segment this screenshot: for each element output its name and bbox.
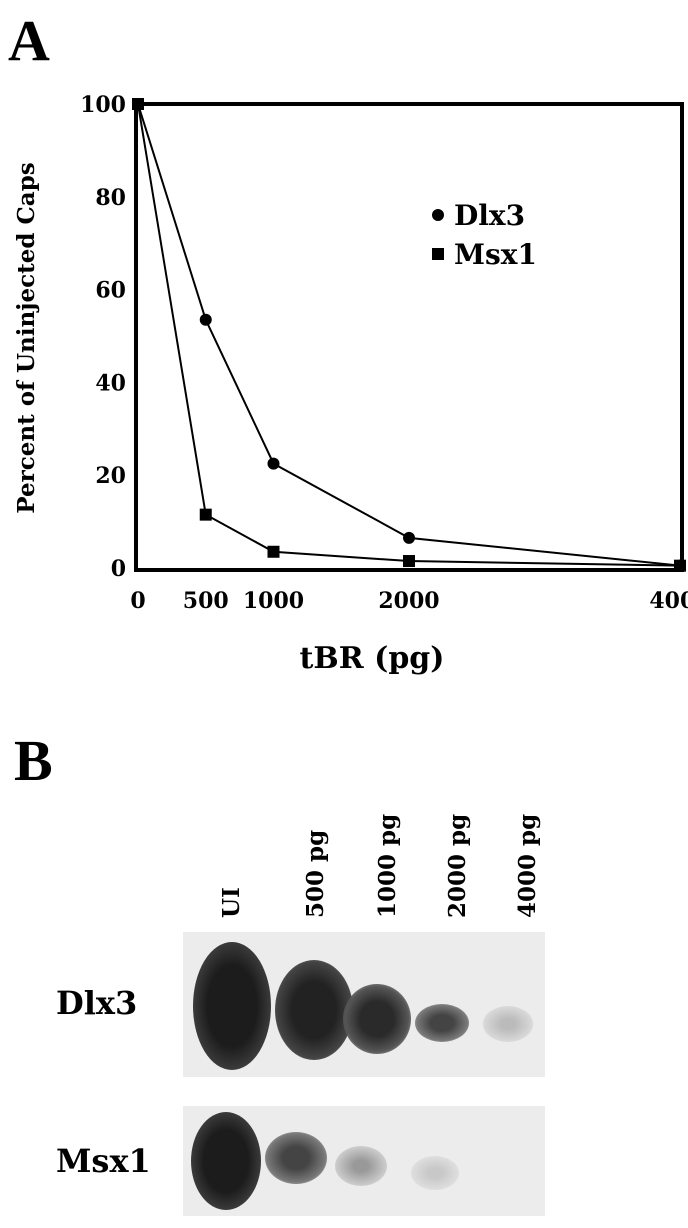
data-point xyxy=(199,508,212,521)
x-tick-label: 500 xyxy=(183,588,229,614)
series-line xyxy=(137,103,681,567)
blot-strip-dlx3 xyxy=(183,932,545,1077)
band xyxy=(343,984,411,1054)
x-tick-label: 2000 xyxy=(378,588,439,614)
panel-b-label: B xyxy=(14,728,53,793)
legend-marker xyxy=(432,209,444,221)
x-tick-label: 0 xyxy=(130,588,145,614)
y-tick-label: 20 xyxy=(95,463,126,489)
legend-marker xyxy=(432,248,444,260)
line-chart: 0 20 40 60 80 100 0 500 1000 2000 4000 Dlx3 Msx1 P… xyxy=(13,92,688,676)
data-point xyxy=(132,98,144,110)
legend-item: Msx1 xyxy=(432,238,537,271)
y-axis-label: Percent of Uninjected Caps xyxy=(13,162,40,513)
y-tick-label: 100 xyxy=(80,92,126,118)
lane-label: 1000 pg xyxy=(374,813,401,918)
y-tick-label: 80 xyxy=(95,185,126,211)
series-line xyxy=(137,103,681,567)
lane-label: 4000 pg xyxy=(514,813,541,918)
blot-row-label: Dlx3 xyxy=(56,984,138,1022)
band xyxy=(275,960,353,1060)
series-msx1 xyxy=(132,98,686,572)
band xyxy=(193,942,271,1070)
x-tick-label: 1000 xyxy=(243,588,304,614)
legend-item: Dlx3 xyxy=(432,199,525,232)
legend-label: Msx1 xyxy=(454,238,537,271)
band xyxy=(411,1156,459,1190)
blot-strip-msx1 xyxy=(183,1106,545,1216)
band xyxy=(265,1132,327,1184)
series-dlx3 xyxy=(132,98,686,572)
lane-label: 2000 pg xyxy=(444,813,471,918)
band xyxy=(483,1006,533,1042)
band xyxy=(335,1146,387,1186)
legend-label: Dlx3 xyxy=(454,199,525,232)
data-point xyxy=(267,545,280,558)
data-point xyxy=(403,555,415,568)
x-tick-label: 4000 xyxy=(649,588,688,614)
data-point xyxy=(403,531,415,544)
plot-frame xyxy=(134,102,684,572)
y-tick-label: 60 xyxy=(95,278,126,304)
panel-a-label: A xyxy=(8,8,50,73)
data-point xyxy=(267,457,280,470)
lane-label: UI xyxy=(218,887,245,918)
y-tick-label: 40 xyxy=(95,370,126,396)
data-point xyxy=(674,559,686,572)
data-point xyxy=(199,313,212,326)
band xyxy=(191,1112,261,1210)
blot-row-label: Msx1 xyxy=(56,1142,151,1180)
band xyxy=(415,1004,469,1042)
x-axis-label: tBR (pg) xyxy=(300,641,445,676)
y-tick-label: 0 xyxy=(111,556,126,582)
lane-label: 500 pg xyxy=(302,829,329,918)
